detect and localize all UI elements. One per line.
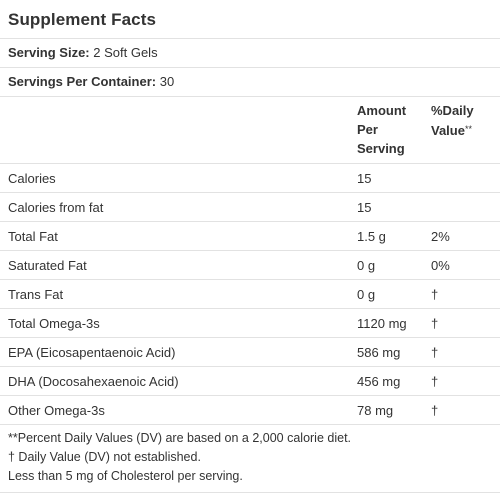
- nutrient-name: Calories: [8, 171, 56, 186]
- daily-value-header: %Daily Value**: [431, 101, 474, 140]
- divider: [0, 492, 500, 493]
- nutrient-daily-value: †: [431, 287, 439, 302]
- nutrient-daily-value: †: [431, 403, 439, 418]
- nutrient-name: Saturated Fat: [8, 258, 87, 273]
- amount-per-serving-header: Amount Per Serving: [357, 101, 406, 158]
- divider: [0, 38, 500, 39]
- amount-header-line: Amount: [357, 103, 407, 118]
- nutrient-amount: 15: [357, 200, 372, 215]
- serving-size-value: 2 Soft Gels: [93, 45, 158, 60]
- nutrient-daily-value: †: [431, 374, 439, 389]
- nutrient-amount: 15: [357, 171, 372, 186]
- nutrient-name: DHA (Docosahexaenoic Acid): [8, 374, 179, 389]
- footnote-dv-basis: **Percent Daily Values (DV) are based on…: [8, 431, 352, 445]
- dv-header-marker: **: [464, 124, 472, 134]
- nutrient-name: Total Fat: [8, 229, 58, 244]
- nutrient-name: Calories from fat: [8, 200, 104, 215]
- dv-header-line: %Daily: [431, 103, 474, 118]
- nutrient-daily-value: †: [431, 316, 439, 331]
- dv-header-line: Value: [431, 123, 465, 138]
- serving-size-label: Serving Size:: [8, 45, 90, 60]
- nutrient-amount: 78 mg: [357, 403, 394, 418]
- servings-per-container-row: Servings Per Container: 30: [8, 74, 174, 89]
- nutrient-daily-value: 2%: [431, 229, 450, 244]
- nutrient-amount: 1120 mg: [357, 316, 407, 331]
- footnote-dv-not-established: † Daily Value (DV) not established.: [8, 450, 201, 464]
- divider: [0, 96, 500, 97]
- divider: [0, 366, 500, 367]
- amount-header-line: Per: [357, 122, 378, 137]
- servings-per-container-label: Servings Per Container:: [8, 74, 157, 89]
- servings-per-container-value: 30: [159, 74, 175, 89]
- nutrient-name: EPA (Eicosapentaenoic Acid): [8, 345, 176, 360]
- nutrient-amount: 586 mg: [357, 345, 401, 360]
- divider: [0, 308, 500, 309]
- footnote-cholesterol: Less than 5 mg of Cholesterol per servin…: [8, 469, 243, 483]
- divider: [0, 163, 500, 164]
- divider: [0, 67, 500, 68]
- divider: [0, 424, 500, 425]
- nutrient-daily-value: †: [431, 345, 439, 360]
- divider: [0, 337, 500, 338]
- divider: [0, 192, 500, 193]
- divider: [0, 395, 500, 396]
- nutrient-name: Other Omega-3s: [8, 403, 105, 418]
- divider: [0, 279, 500, 280]
- amount-header-line: Serving: [357, 141, 405, 156]
- nutrient-amount: 0 g: [357, 258, 376, 273]
- panel-title: Supplement Facts: [8, 10, 157, 29]
- divider: [0, 221, 500, 222]
- nutrient-amount: 1.5 g: [357, 229, 386, 244]
- nutrient-name: Total Omega-3s: [8, 316, 100, 331]
- serving-size-row: Serving Size: 2 Soft Gels: [8, 45, 158, 60]
- nutrient-amount: 456 mg: [357, 374, 401, 389]
- divider: [0, 250, 500, 251]
- nutrient-name: Trans Fat: [8, 287, 64, 302]
- nutrient-daily-value: 0%: [431, 258, 450, 273]
- nutrient-amount: 0 g: [357, 287, 376, 302]
